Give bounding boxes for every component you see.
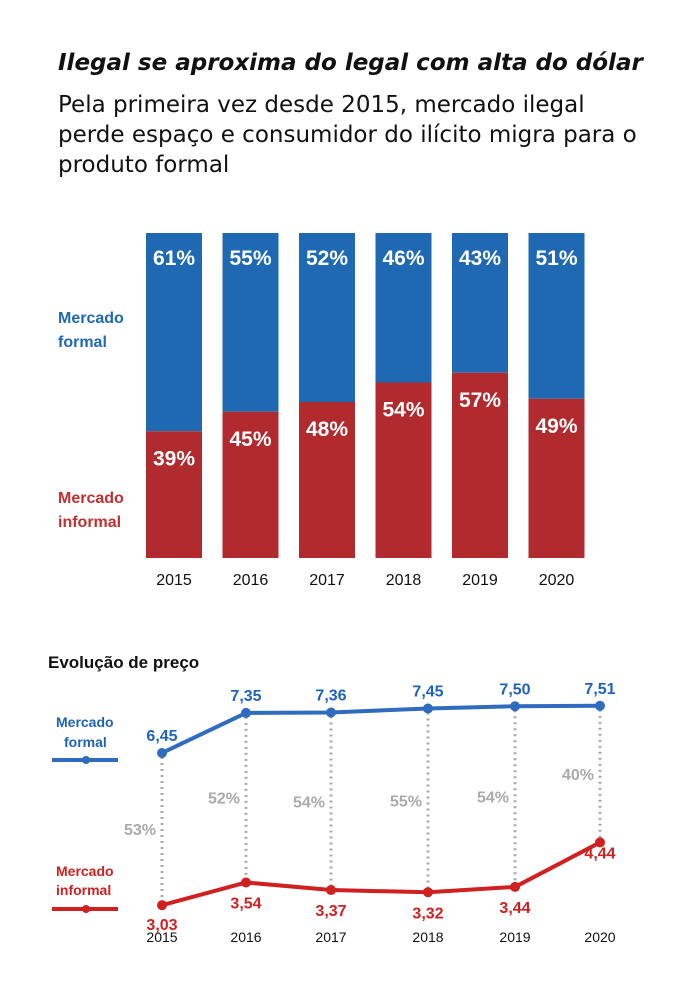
line-year-label-2019: 2019	[499, 929, 530, 945]
line-legend-formal-line1: Mercado	[56, 714, 114, 730]
legend-formal-line2: formal	[58, 334, 107, 351]
bar-year-label-2017: 2017	[309, 572, 345, 589]
line-informal	[161, 840, 601, 908]
bar-formal-2015	[146, 233, 202, 432]
value-label-informal-2016: 3,54	[230, 895, 261, 912]
value-label-formal-2017: 7,36	[315, 687, 346, 704]
line-legend-informal-line2: informal	[56, 882, 111, 898]
bar-formal-2019	[452, 233, 508, 373]
bar-label-formal-2016: 55%	[229, 247, 271, 270]
value-label-informal-2020: 4,44	[584, 845, 615, 862]
bar-label-formal-2020: 51%	[535, 247, 577, 270]
legend-informal-line2: informal	[58, 514, 121, 531]
line-chart-title: Evolução de preço	[48, 653, 199, 672]
chart-subtitle: Pela primeira vez desde 2015, mercado il…	[58, 92, 637, 178]
bar-year-label-2020: 2020	[539, 572, 575, 589]
share-annotation-2017: 54%	[293, 794, 325, 811]
bars-layer: 61% 39% 2015 55% 45% 2016 52% 48% 2017 46% 54% 2018…	[146, 233, 585, 589]
legend-formal-line1: Mercado	[58, 310, 124, 327]
point-formal-2020	[595, 700, 605, 711]
line-year-label-2020: 2020	[584, 929, 615, 945]
share-annotation-2018: 55%	[390, 793, 422, 810]
bar-formal-2020	[528, 233, 585, 399]
bar-label-formal-2019: 43%	[459, 247, 501, 270]
value-label-informal-2017: 3,37	[315, 903, 346, 920]
value-label-informal-2015: 3,03	[146, 917, 177, 934]
value-label-informal-2019: 3,44	[499, 900, 530, 917]
bar-label-formal-2015: 61%	[153, 247, 195, 270]
point-informal-2018	[423, 887, 433, 898]
point-formal-2019	[510, 701, 520, 712]
bar-informal-2017	[299, 402, 355, 558]
point-formal-2015	[157, 747, 167, 758]
point-informal-2019	[510, 881, 520, 892]
line-legend-informal-line1: Mercado	[56, 863, 114, 879]
point-informal-2016	[241, 877, 251, 888]
line-formal	[161, 703, 601, 755]
line-year-label-2017: 2017	[315, 929, 346, 945]
bar-label-formal-2018: 46%	[382, 247, 424, 270]
bar-label-informal-2018: 54%	[382, 399, 424, 422]
value-label-informal-2018: 3,32	[412, 905, 443, 922]
bar-year-label-2016: 2016	[233, 572, 269, 589]
bar-label-formal-2017: 52%	[306, 247, 348, 270]
line-year-label-2015: 2015	[146, 929, 177, 945]
bar-informal-2018	[375, 382, 432, 558]
chart-title: Ilegal se aproxima do legal com alta do …	[58, 50, 643, 76]
bar-label-informal-2020: 49%	[535, 415, 577, 438]
share-annotation-2016: 52%	[208, 791, 240, 808]
legend-informal-line1: Mercado	[58, 490, 124, 507]
share-annotation-2019: 54%	[477, 790, 509, 807]
value-label-formal-2018: 7,45	[412, 683, 443, 700]
bar-year-label-2019: 2019	[462, 572, 498, 589]
point-formal-2018	[423, 703, 433, 714]
bar-label-informal-2016: 45%	[229, 428, 271, 451]
bar-informal-2015	[146, 431, 202, 558]
bar-informal-2016	[222, 411, 279, 558]
bar-formal-2017	[299, 233, 355, 402]
line-legend-formal-line2: formal	[64, 734, 107, 750]
bar-informal-2020	[528, 398, 585, 558]
bar-label-informal-2015: 39%	[153, 447, 195, 470]
line-legend-informal-marker	[82, 905, 90, 913]
bar-year-label-2018: 2018	[386, 572, 422, 589]
bar-informal-2019	[452, 372, 508, 558]
value-label-formal-2020: 7,51	[584, 681, 615, 698]
lines-layer: 6,45 3,03 53% 2015 7,35 3,54 52% 2016 7,36 3,37 54…	[124, 681, 616, 945]
line-year-label-2018: 2018	[412, 929, 443, 945]
point-informal-2017	[326, 885, 336, 896]
bar-formal-2016	[222, 233, 279, 412]
point-informal-2015	[157, 900, 167, 911]
point-formal-2017	[326, 707, 336, 718]
value-label-formal-2015: 6,45	[146, 728, 177, 745]
bar-label-informal-2019: 57%	[459, 389, 501, 412]
value-label-formal-2016: 7,35	[230, 688, 261, 705]
bar-formal-2018	[375, 233, 432, 383]
bar-year-label-2015: 2015	[156, 572, 192, 589]
bar-label-informal-2017: 48%	[306, 418, 348, 441]
line-year-label-2016: 2016	[230, 929, 261, 945]
point-formal-2016	[241, 707, 251, 718]
share-annotation-2020: 40%	[562, 767, 594, 784]
stacked-bar-chart: 61% 39% 2015 55% 45% 2016 52% 48% 2017 46% 54% 2018…	[58, 233, 585, 589]
price-line-chart: Evolução de preço 6,45 3,03 53% 2015 7,35 3,5…	[48, 653, 616, 945]
line-legend-formal-marker	[82, 756, 90, 764]
point-informal-2020	[595, 837, 605, 848]
share-annotation-2015: 53%	[124, 822, 156, 839]
value-label-formal-2019: 7,50	[499, 681, 530, 698]
